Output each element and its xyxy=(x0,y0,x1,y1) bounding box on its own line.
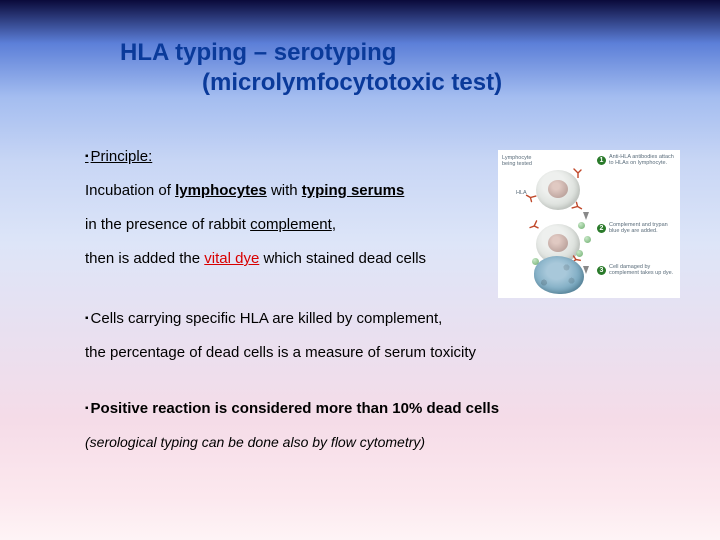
typing-serums-term: typing serums xyxy=(302,182,405,199)
step-1-label: Anti-HLA antibodies attach to HLAs on ly… xyxy=(609,154,677,166)
text: Incubation of xyxy=(85,182,175,199)
complement-icon xyxy=(584,236,591,243)
text: then is added the xyxy=(85,250,204,267)
step-badge-3: 3 xyxy=(597,266,606,275)
antibody-icon xyxy=(573,165,583,175)
arrow-down-icon xyxy=(583,212,589,220)
step-2-label: Complement and trypan blue dye are added… xyxy=(609,222,677,234)
slide: HLA typing – serotyping (microlymfocytot… xyxy=(0,0,720,540)
body-line-5: the percentage of dead cells is a measur… xyxy=(85,344,645,362)
spacer xyxy=(85,378,645,400)
text: in the presence of rabbit xyxy=(85,216,250,233)
complement-icon xyxy=(578,222,585,229)
nucleus-icon xyxy=(548,234,568,252)
method-diagram: 1 Anti-HLA antibodies attach to HLAs on … xyxy=(498,150,680,298)
lymphocyte-label: Lymphocyte being tested xyxy=(502,155,536,167)
title-line-1: HLA typing – serotyping xyxy=(120,38,680,68)
text: , xyxy=(332,216,336,233)
body-line-6: Positive reaction is considered more tha… xyxy=(85,400,645,418)
complement-term: complement xyxy=(250,216,332,233)
lymphocytes-term: lymphocytes xyxy=(175,182,267,199)
slide-title: HLA typing – serotyping (microlymfocytot… xyxy=(120,38,680,98)
step-badge-2: 2 xyxy=(597,224,606,233)
title-line-2: (microlymfocytotoxic test) xyxy=(120,68,680,98)
hla-label: HLA xyxy=(516,190,527,196)
text: which stained dead cells xyxy=(259,250,426,267)
dead-cell-icon xyxy=(534,256,584,294)
vital-dye-term: vital dye xyxy=(204,250,259,267)
step-3-label: Cell damaged by complement takes up dye. xyxy=(609,264,677,276)
text: with xyxy=(267,182,302,199)
body-line-7: (serological typing can be done also by … xyxy=(85,434,645,451)
body-line-4: Cells carrying specific HLA are killed b… xyxy=(85,310,645,328)
step-badge-1: 1 xyxy=(597,156,606,165)
nucleus-icon xyxy=(548,180,568,198)
